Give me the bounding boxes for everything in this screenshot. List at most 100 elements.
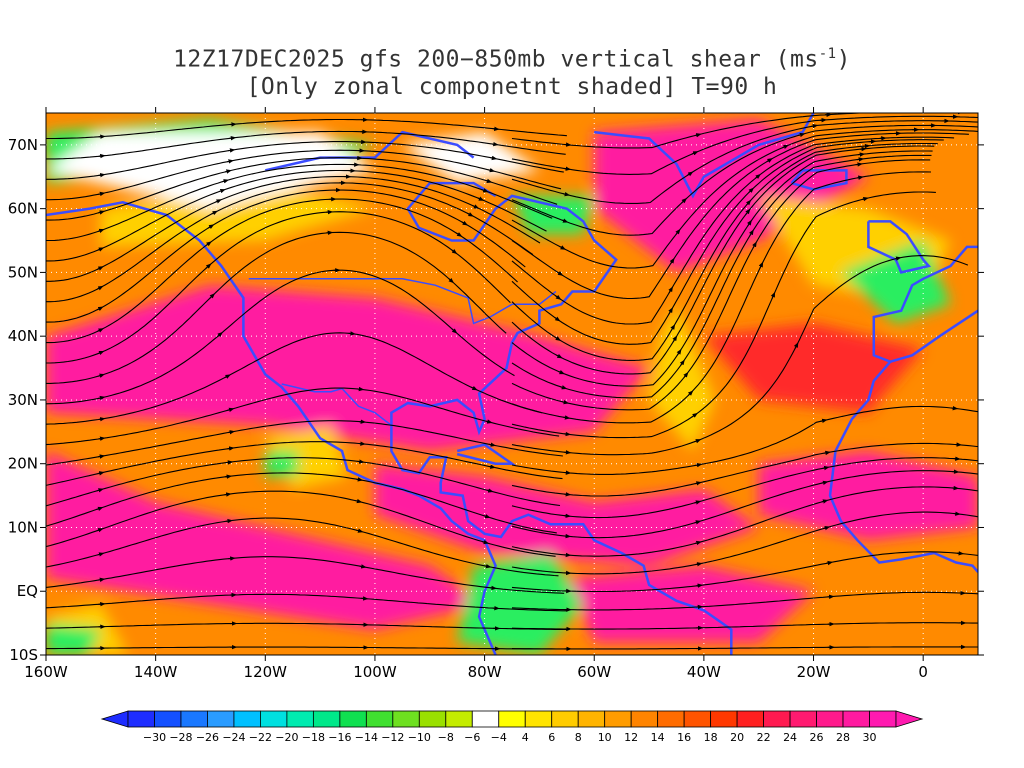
lat-label: 70N [8, 136, 38, 154]
streamline-arrow [691, 151, 699, 156]
plot-frame [45, 112, 979, 656]
streamline [511, 591, 978, 611]
colorbar-swatch [233, 710, 261, 728]
streamline-arrow [861, 197, 869, 202]
colorbar-arrow-high [895, 710, 924, 728]
colorbar-swatch [763, 710, 791, 728]
streamline-arrow [357, 459, 365, 464]
colorbar-swatch [260, 710, 288, 728]
streamline-arrow [96, 528, 104, 533]
streamline [46, 622, 568, 631]
streamline [46, 517, 559, 577]
streamline [511, 129, 978, 269]
colorbar-label: 10 [598, 731, 612, 744]
streamline-arrow [798, 132, 806, 138]
streamline-arrow [451, 328, 458, 334]
streamline-arrow [98, 577, 106, 582]
streamline-arrow [209, 293, 216, 299]
streamline [511, 139, 944, 345]
colorbar-label: −6 [464, 731, 480, 744]
streamline-arrow [222, 179, 230, 184]
streamline-arrow [820, 418, 828, 424]
streamline-arrow [470, 385, 478, 391]
streamline-arrow [561, 218, 569, 223]
streamline-arrow [683, 371, 689, 379]
streamline-arrow [224, 474, 233, 479]
lat-label: 10N [8, 518, 38, 536]
colorbar-label: −10 [408, 731, 431, 744]
streamline-arrow [224, 374, 231, 379]
lon-label: 20W [797, 663, 831, 681]
streamline-arrow [679, 359, 685, 367]
colorbar-swatch [577, 710, 606, 728]
streamline-arrow [855, 162, 863, 167]
streamline [511, 191, 936, 439]
colorbar-swatch [445, 710, 473, 728]
streamline-arrow [555, 294, 562, 300]
streamline [511, 622, 978, 630]
colorbar-swatch [498, 710, 526, 728]
streamline [511, 124, 978, 236]
colorbar-swatch [207, 710, 235, 728]
colorbar-label: 16 [677, 731, 691, 744]
streamline [46, 169, 547, 262]
streamline-arrow [97, 210, 106, 215]
streamline-arrow [477, 196, 485, 201]
shear-region [566, 565, 814, 643]
coastline [828, 360, 978, 573]
streamline-arrow [563, 166, 572, 171]
coastline [406, 181, 497, 242]
colorbar-swatch [551, 710, 579, 728]
lat-label: 50N [8, 263, 38, 281]
streamline-arrow [448, 277, 455, 284]
streamline-arrow [205, 263, 212, 269]
colorbar-label: 4 [522, 731, 529, 744]
streamline-arrow [224, 492, 232, 497]
coastline [867, 220, 932, 274]
streamline [46, 163, 553, 242]
colorbar-label: 30 [863, 731, 877, 744]
streamline-arrow [98, 417, 106, 422]
streamline [46, 141, 564, 180]
streamlines [46, 113, 978, 652]
streamline [46, 175, 541, 282]
streamline-arrow [675, 228, 681, 236]
title-line1-post: ) [836, 46, 851, 73]
colorbar-label: 12 [624, 731, 638, 744]
lon-axis-labels: 160W 140W 120W 100W 80W 60W 40W 20W 0 [24, 663, 928, 681]
streamline-arrow [745, 208, 751, 215]
streamline-arrow [472, 204, 480, 209]
colorbar [100, 710, 924, 728]
streamline-arrow [97, 552, 105, 557]
streamline-arrow [490, 155, 498, 161]
streamline [511, 145, 935, 375]
lon-label: 60W [577, 663, 611, 681]
colorbar-swatch [604, 710, 632, 728]
streamline [511, 405, 978, 475]
streamline [46, 490, 556, 557]
shear-region [100, 183, 375, 247]
colorbar-label: −4 [491, 731, 507, 744]
colorbar-swatch [842, 710, 870, 728]
lat-label: 60N [8, 200, 38, 218]
streamline [46, 269, 515, 405]
shear-shading [46, 119, 978, 655]
colorbar-label: −16 [328, 731, 351, 744]
lat-label: EQ [17, 582, 38, 600]
colorbar-swatch [630, 710, 659, 728]
lat-label: 20N [8, 455, 38, 473]
streamline-arrow [207, 224, 215, 230]
coastline [872, 245, 978, 364]
streamline-arrow [98, 191, 106, 197]
streamline [46, 157, 558, 221]
streamline-arrow [554, 316, 561, 322]
shear-region [649, 304, 715, 451]
colorbar-label: 28 [836, 731, 850, 744]
streamline [46, 182, 534, 303]
streamline-arrow [451, 249, 458, 255]
streamline-arrow [486, 488, 494, 493]
coastlines [46, 113, 978, 655]
streamline-arrow [668, 307, 673, 315]
streamline-arrow [752, 241, 757, 249]
streamline [511, 470, 978, 539]
